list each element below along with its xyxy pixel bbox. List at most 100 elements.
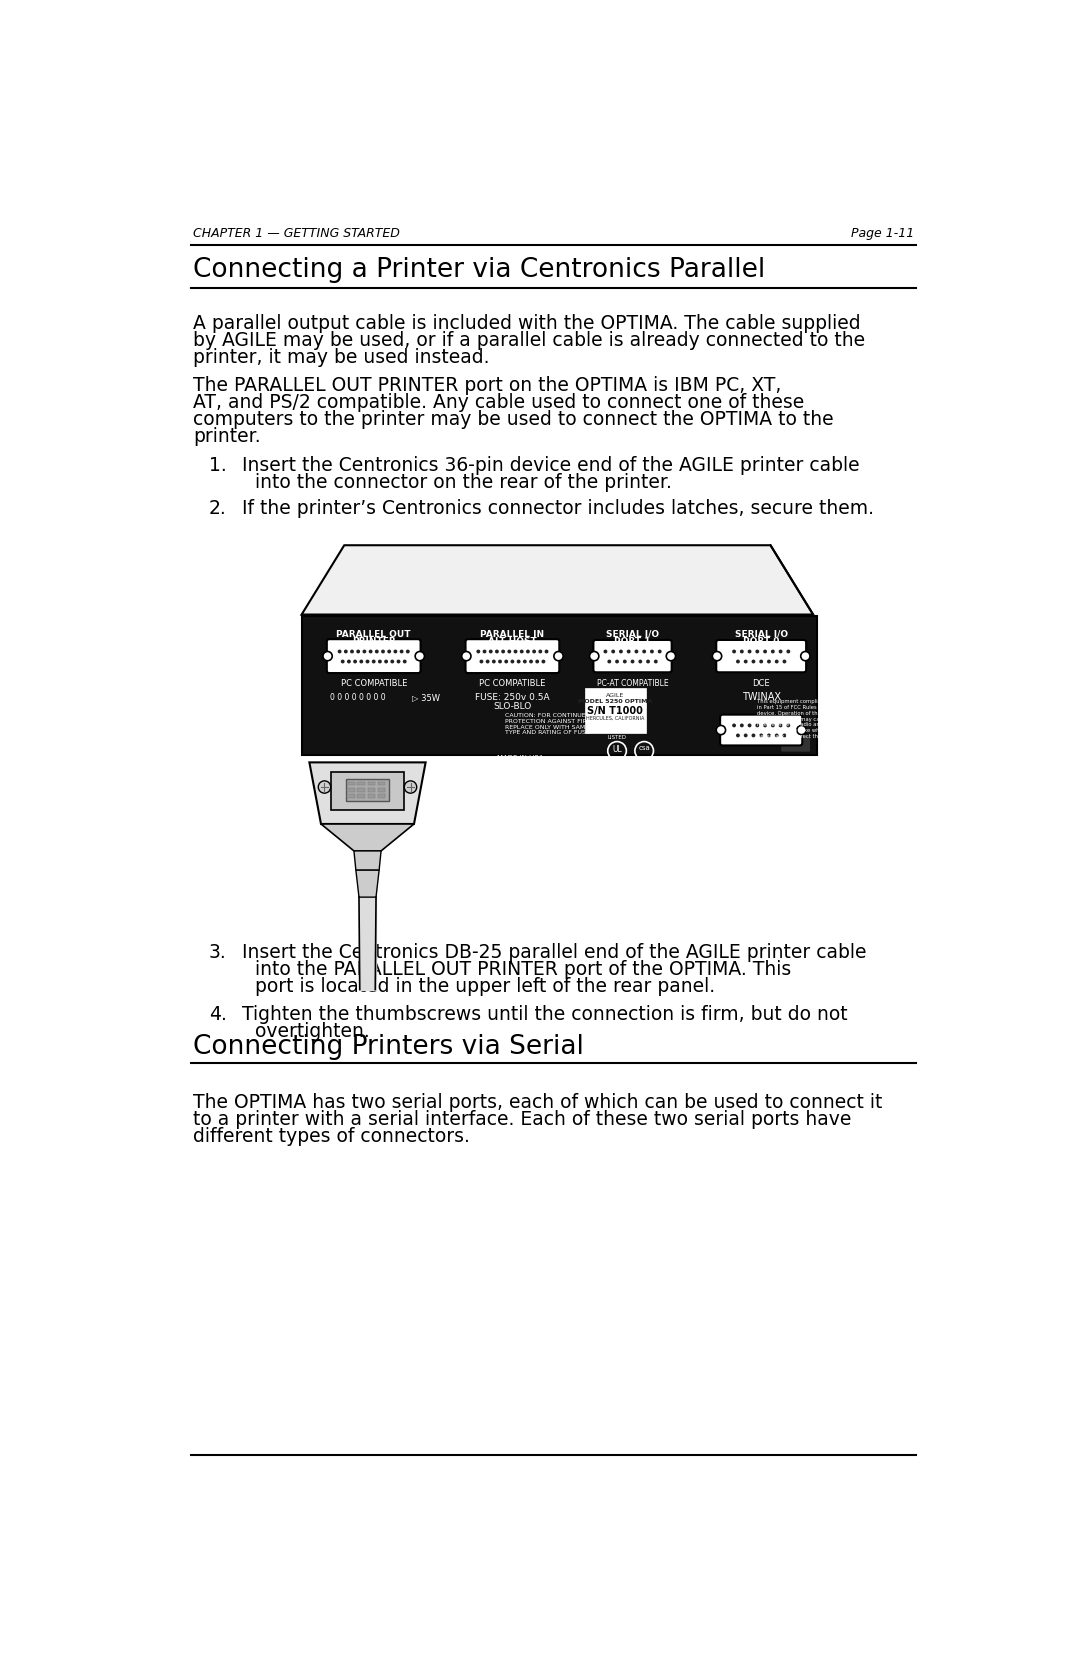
FancyBboxPatch shape <box>465 639 559 673</box>
Circle shape <box>486 659 489 664</box>
Text: to a printer with a serial interface. Each of these two serial ports have: to a printer with a serial interface. Ea… <box>193 1110 851 1128</box>
Bar <box>378 794 386 798</box>
Text: printer, it may be used instead.: printer, it may be used instead. <box>193 349 489 367</box>
Text: 3.: 3. <box>208 943 227 963</box>
Circle shape <box>514 649 517 654</box>
Circle shape <box>747 649 752 654</box>
Bar <box>378 781 386 786</box>
Text: by AGILE may be used, or if a parallel cable is already connected to the: by AGILE may be used, or if a parallel c… <box>193 330 865 350</box>
Circle shape <box>755 723 759 728</box>
Text: csa: csa <box>638 746 650 751</box>
Circle shape <box>501 649 505 654</box>
Circle shape <box>372 659 376 664</box>
Bar <box>367 788 375 791</box>
Circle shape <box>774 659 779 664</box>
Bar <box>357 781 365 786</box>
FancyBboxPatch shape <box>327 639 420 673</box>
Text: AT, and PS/2 compatible. Any cable used to connect one of these: AT, and PS/2 compatible. Any cable used … <box>193 392 805 412</box>
Circle shape <box>323 651 333 661</box>
Circle shape <box>480 659 484 664</box>
Bar <box>301 616 816 754</box>
Text: PORT 0: PORT 0 <box>743 638 780 646</box>
Circle shape <box>347 659 351 664</box>
Circle shape <box>786 649 791 654</box>
FancyBboxPatch shape <box>781 736 811 753</box>
Circle shape <box>498 659 502 664</box>
Circle shape <box>415 651 424 661</box>
Text: This equipment complies with the requirements
in Part 15 of FCC Rules for a Clas: This equipment complies with the require… <box>757 699 885 739</box>
Text: UL: UL <box>612 746 622 754</box>
Text: into the PARALLEL OUT PRINTER port of the OPTIMA. This: into the PARALLEL OUT PRINTER port of th… <box>255 960 792 980</box>
FancyBboxPatch shape <box>716 639 806 673</box>
Text: PARALLEL OUT: PARALLEL OUT <box>337 629 411 639</box>
Bar <box>367 794 375 798</box>
Text: port is located in the upper left of the rear panel.: port is located in the upper left of the… <box>255 978 715 996</box>
Circle shape <box>523 659 527 664</box>
Polygon shape <box>301 546 813 614</box>
Text: LISTED: LISTED <box>608 736 626 741</box>
Circle shape <box>619 649 623 654</box>
Circle shape <box>516 659 521 664</box>
Polygon shape <box>356 870 379 898</box>
Circle shape <box>732 649 735 654</box>
Circle shape <box>360 659 363 664</box>
Circle shape <box>786 723 791 728</box>
Text: The PARALLEL OUT PRINTER port on the OPTIMA is IBM PC, XT,: The PARALLEL OUT PRINTER port on the OPT… <box>193 376 782 396</box>
Circle shape <box>541 659 545 664</box>
Text: different types of connectors.: different types of connectors. <box>193 1127 470 1145</box>
Circle shape <box>638 659 643 664</box>
Circle shape <box>539 649 542 654</box>
Circle shape <box>491 659 496 664</box>
Text: SERIAL I/O: SERIAL I/O <box>734 629 787 639</box>
Circle shape <box>388 649 391 654</box>
Circle shape <box>343 649 348 654</box>
Circle shape <box>740 649 744 654</box>
Circle shape <box>350 649 354 654</box>
Circle shape <box>767 733 771 738</box>
Bar <box>330 771 404 809</box>
Circle shape <box>519 649 524 654</box>
Circle shape <box>495 649 499 654</box>
Text: 47T8: 47T8 <box>622 769 635 774</box>
Text: PC COMPATIBLE: PC COMPATIBLE <box>480 679 545 688</box>
Circle shape <box>532 649 536 654</box>
Text: 1.: 1. <box>208 456 227 476</box>
Circle shape <box>732 723 735 728</box>
Text: Insert the Centronics DB-25 parallel end of the AGILE printer cable: Insert the Centronics DB-25 parallel end… <box>242 943 866 963</box>
Circle shape <box>536 659 539 664</box>
Circle shape <box>755 649 759 654</box>
Bar <box>348 794 355 798</box>
Circle shape <box>650 649 653 654</box>
Text: Connecting Printers via Serial: Connecting Printers via Serial <box>193 1035 584 1060</box>
Text: AGILE: AGILE <box>606 693 624 698</box>
Bar <box>378 788 386 791</box>
Text: PC-AT COMPATIBLE: PC-AT COMPATIBLE <box>597 679 669 688</box>
Bar <box>367 781 375 786</box>
Text: HERCULES, CALIFORNIA: HERCULES, CALIFORNIA <box>585 716 644 721</box>
Text: computers to the printer may be used to connect the OPTIMA to the: computers to the printer may be used to … <box>193 409 834 429</box>
Circle shape <box>735 733 740 738</box>
Text: MODEL 5250 OPTIMA: MODEL 5250 OPTIMA <box>578 699 652 704</box>
Circle shape <box>623 659 626 664</box>
Circle shape <box>783 659 786 664</box>
Text: 0 0 0 0 0 0 0 0: 0 0 0 0 0 0 0 0 <box>330 693 386 703</box>
Circle shape <box>607 659 611 664</box>
Circle shape <box>744 659 747 664</box>
Circle shape <box>740 723 744 728</box>
Text: printer.: printer. <box>193 427 260 446</box>
Circle shape <box>646 659 650 664</box>
Circle shape <box>375 649 379 654</box>
Text: S/N T1000: S/N T1000 <box>586 706 643 716</box>
Circle shape <box>508 649 511 654</box>
Circle shape <box>744 733 747 738</box>
Circle shape <box>797 726 806 734</box>
Circle shape <box>752 733 755 738</box>
FancyBboxPatch shape <box>720 714 802 746</box>
Text: 2.: 2. <box>208 499 227 517</box>
Text: SERIAL I/O: SERIAL I/O <box>606 629 659 639</box>
Circle shape <box>338 649 341 654</box>
Circle shape <box>779 649 783 654</box>
Circle shape <box>544 649 549 654</box>
Circle shape <box>363 649 366 654</box>
Circle shape <box>764 649 767 654</box>
